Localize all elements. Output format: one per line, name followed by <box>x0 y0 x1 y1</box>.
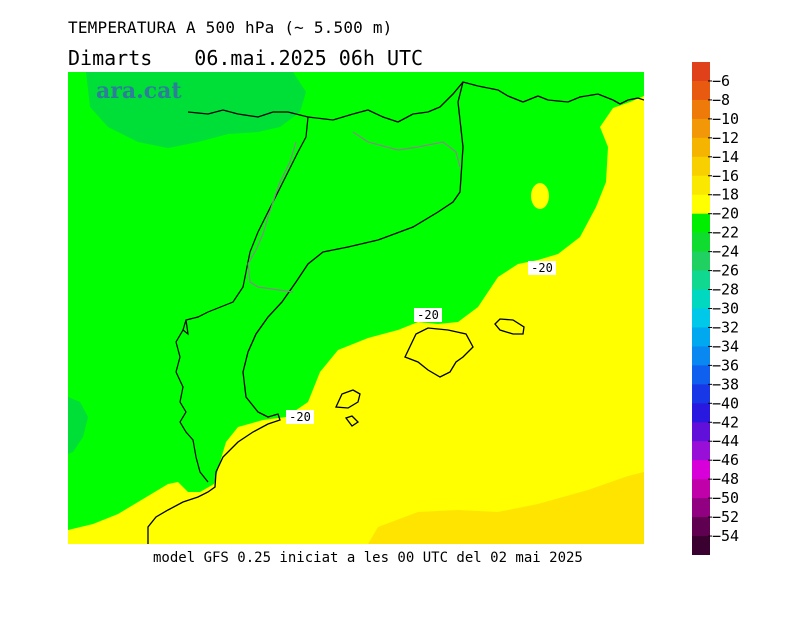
scale-label: −52 <box>712 508 739 526</box>
scale-label: −38 <box>712 375 739 393</box>
menorca-island <box>494 318 525 335</box>
scale-label: −24 <box>712 243 739 261</box>
color-swatch <box>692 213 710 234</box>
scale-label: −14 <box>712 148 739 166</box>
scale-label: −46 <box>712 451 739 469</box>
dark-green-zone <box>86 72 306 148</box>
scale-label: −42 <box>712 413 739 431</box>
mallorca-island <box>404 327 474 378</box>
scale-label: −48 <box>712 470 739 488</box>
scale-label: −8 <box>712 91 730 109</box>
color-swatch <box>692 80 710 101</box>
color-swatch <box>692 384 710 404</box>
region-border-east <box>352 131 461 168</box>
color-swatch <box>692 536 710 555</box>
color-swatch <box>692 194 710 215</box>
model-info: model GFS 0.25 iniciat a les 00 UTC del … <box>153 550 583 566</box>
region-border <box>247 141 297 293</box>
color-swatch <box>692 118 710 139</box>
scale-label: −28 <box>712 281 739 299</box>
color-scale <box>692 62 710 555</box>
color-scale-labels: −6−8−10−12−14−16−18−20−22−24−26−28−30−32… <box>708 72 739 545</box>
contour-label-20-center: -20 <box>417 308 439 322</box>
scale-label: −30 <box>712 300 739 318</box>
color-swatch <box>692 270 710 291</box>
map-title: TEMPERATURA A 500 hPa (~ 5.500 m) <box>68 18 393 37</box>
scale-label: −32 <box>712 318 739 336</box>
color-swatch <box>692 498 710 518</box>
color-swatch <box>692 99 710 120</box>
scale-label: −26 <box>712 262 739 280</box>
color-swatch <box>692 517 710 537</box>
dark-green-zone-west <box>68 397 88 454</box>
contour-label-box <box>414 308 442 322</box>
yellow-patch <box>531 183 549 209</box>
scale-label: −44 <box>712 432 739 450</box>
color-swatch <box>692 232 710 253</box>
coastline-northeast <box>612 97 644 105</box>
color-swatch <box>692 137 710 158</box>
temperature-map: -20 -20 -20 <box>68 72 644 544</box>
scale-label: −36 <box>712 356 739 374</box>
scale-label: −12 <box>712 129 739 147</box>
color-swatch <box>692 403 710 423</box>
color-swatch <box>692 479 710 499</box>
scale-label: −50 <box>712 489 739 507</box>
contour-label-box <box>286 410 314 424</box>
dark-yellow-zone-south <box>368 472 644 544</box>
forecast-time: Dimarts 06.mai.2025 06h UTC <box>68 46 423 70</box>
color-swatch <box>692 62 710 82</box>
scale-label: −16 <box>712 167 739 185</box>
forecast-day: Dimarts <box>68 46 153 70</box>
scale-label: −18 <box>712 186 739 204</box>
color-swatch <box>692 422 710 442</box>
forecast-date: 06.mai.2025 06h UTC <box>194 46 424 70</box>
scale-label: −20 <box>712 205 739 223</box>
color-swatch <box>692 365 710 385</box>
scale-label: −34 <box>712 337 739 355</box>
coastline <box>147 81 614 544</box>
scale-label: −40 <box>712 394 739 412</box>
scale-label: −6 <box>712 72 730 90</box>
color-swatch <box>692 175 710 196</box>
contour-label-box <box>528 261 556 275</box>
land-boundary-west <box>182 319 189 336</box>
green-zone <box>68 72 644 530</box>
scale-label: −54 <box>712 527 739 545</box>
color-swatch <box>692 327 710 347</box>
color-swatch <box>692 289 710 309</box>
scale-label: −22 <box>712 224 739 242</box>
color-swatch <box>692 251 710 272</box>
color-swatch <box>692 308 710 328</box>
color-swatch <box>692 156 710 177</box>
ara-cat-logo: ara.cat <box>96 78 182 104</box>
color-swatch <box>692 460 710 480</box>
eivissa-island <box>335 389 361 409</box>
color-swatch <box>692 441 710 461</box>
color-swatch <box>692 346 710 366</box>
formentera-island <box>344 415 360 427</box>
scale-label: −10 <box>712 110 739 128</box>
contour-label-20-west: -20 <box>289 410 311 424</box>
contour-label-20-east: -20 <box>531 261 553 275</box>
coastline-north <box>187 81 464 123</box>
